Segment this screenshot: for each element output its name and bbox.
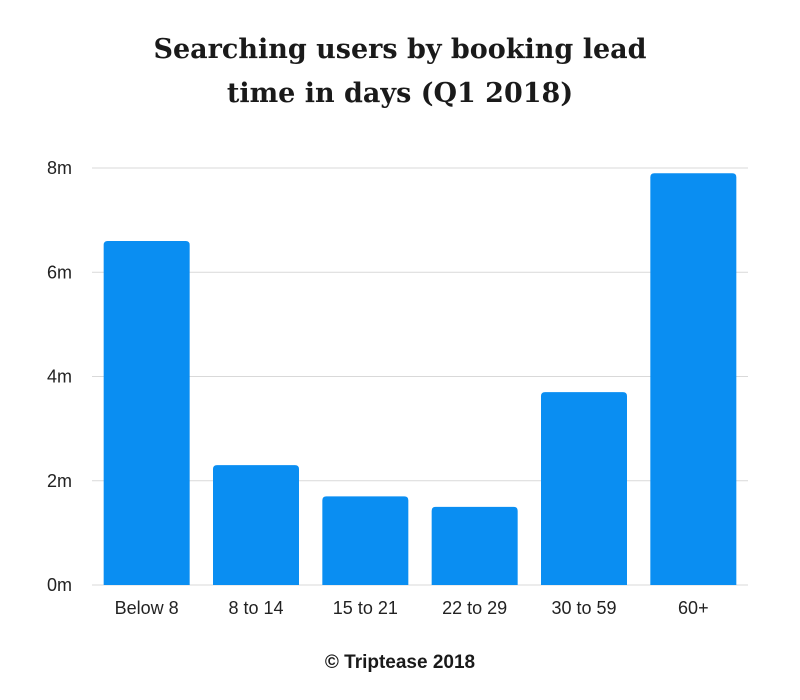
chart-title-line-2: time in days (Q1 2018) [226,78,574,109]
bar-22-to-29 [431,506,518,585]
bars [103,173,737,585]
x-category-label: 60+ [678,598,709,618]
x-category-label: 22 to 29 [442,598,507,618]
y-tick-label: 4m [47,367,72,387]
y-axis-tick-labels: 0m 2m 4m 6m 8m [47,158,72,595]
y-tick-label: 2m [47,471,72,491]
bar-8-to-14 [213,465,299,585]
y-tick-label: 0m [47,575,72,595]
chart-title-line-1: Searching users by booking lead [153,34,647,65]
bar-15-to-21 [322,496,409,585]
x-category-label: Below 8 [115,598,179,618]
chart-title: Searching users by booking lead time in … [0,28,800,116]
copyright-footer: © Triptease 2018 [324,652,476,673]
x-category-label: 15 to 21 [333,598,398,618]
x-category-label: 30 to 59 [551,598,616,618]
bar-30-to-59 [541,392,627,585]
bar-below-8 [103,240,190,585]
x-axis-category-labels: Below 8 8 to 14 15 to 21 22 to 29 30 to 59 60… [115,598,709,618]
y-tick-label: 6m [47,262,72,282]
y-tick-label: 8m [47,158,72,178]
x-category-label: 8 to 14 [228,598,283,618]
bar-60 [650,173,737,585]
gridlines [92,167,748,586]
